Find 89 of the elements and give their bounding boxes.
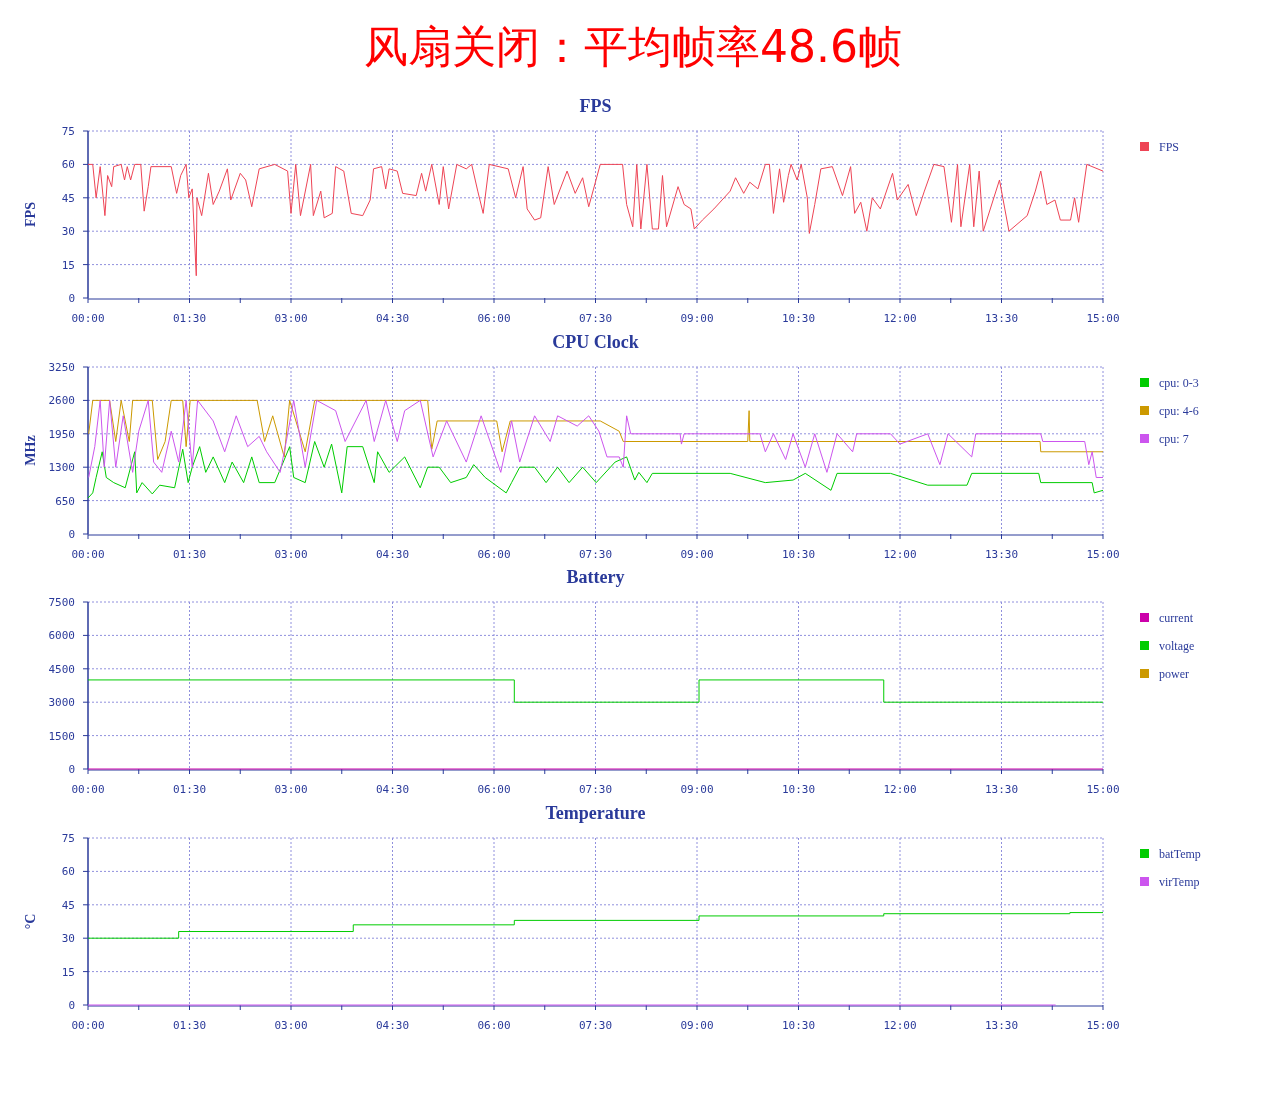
legend-label: current	[1159, 611, 1194, 625]
x-tick-label: 15:00	[1086, 312, 1120, 325]
line-series	[87, 441, 1104, 499]
chart-title: CPU Clock	[552, 332, 639, 352]
y-tick-label: 45	[61, 898, 75, 912]
y-tick-label: 1950	[48, 427, 75, 441]
y-axis-title: °C	[23, 913, 38, 930]
chart-subtitle: FPS	[579, 96, 612, 116]
y-tick-label: 3250	[48, 361, 75, 374]
x-tick-label: 04:30	[375, 312, 410, 325]
x-tick-label: 15:00	[1086, 1019, 1120, 1032]
line-series	[88, 399, 1104, 460]
y-tick-label: 0	[68, 999, 75, 1012]
x-tick-label: 01:30	[172, 548, 207, 561]
chart-title: 风扇关闭：平均帧率48.6帧	[364, 21, 902, 72]
x-tick-label: 10:30	[781, 548, 816, 561]
y-tick-label: 1500	[48, 729, 75, 743]
y-tick-label: 0	[68, 528, 75, 541]
x-tick-label: 12:00	[883, 312, 917, 325]
y-tick-label: 15	[61, 965, 75, 979]
x-tick-label: 04:30	[375, 548, 410, 561]
y-tick-label: 7500	[48, 596, 75, 609]
x-tick-label: 04:30	[375, 783, 410, 796]
x-tick-label: 13:30	[984, 312, 1019, 325]
legend-label: cpu: 4-6	[1159, 404, 1199, 418]
x-tick-label: 00:00	[71, 1019, 105, 1032]
legend-label: FPS	[1159, 140, 1180, 154]
legend-label: cpu: 7	[1159, 432, 1189, 446]
legend-label: power	[1159, 667, 1189, 681]
x-tick-label: 09:00	[680, 1019, 714, 1032]
y-axis-title: MHz	[23, 435, 38, 466]
x-tick-label: 00:00	[71, 312, 105, 325]
line-series	[87, 163, 1104, 277]
x-tick-label: 12:00	[883, 1019, 917, 1032]
x-tick-label: 10:30	[781, 1019, 816, 1032]
x-tick-label: 03:00	[274, 548, 308, 561]
y-tick-label: 4500	[48, 662, 75, 676]
chart-title: Temperature	[545, 803, 646, 823]
x-tick-label: 10:30	[781, 312, 816, 325]
x-tick-label: 00:00	[71, 548, 105, 561]
x-tick-label: 09:00	[680, 312, 714, 325]
x-tick-label: 01:30	[172, 783, 207, 796]
x-tick-label: 10:30	[781, 783, 816, 796]
x-tick-label: 03:00	[274, 783, 308, 796]
legend-label: batTemp	[1159, 847, 1201, 861]
x-tick-label: 07:30	[578, 1019, 613, 1032]
y-tick-label: 3000	[48, 696, 75, 710]
legend-label: voltage	[1159, 639, 1195, 653]
y-tick-label: 60	[61, 865, 75, 879]
y-tick-label: 2600	[48, 394, 75, 408]
y-tick-label: 75	[61, 832, 75, 845]
y-tick-label: 0	[68, 292, 75, 305]
y-tick-label: 30	[61, 225, 75, 239]
x-tick-label: 13:30	[984, 1019, 1019, 1032]
x-tick-label: 03:00	[274, 1019, 308, 1032]
x-tick-label: 00:00	[71, 783, 105, 796]
y-tick-label: 15	[61, 258, 75, 272]
x-tick-label: 04:30	[375, 1019, 410, 1032]
y-axis-title: FPS	[23, 201, 38, 227]
x-tick-label: 09:00	[680, 783, 714, 796]
legend-label: virTemp	[1159, 875, 1200, 889]
y-tick-label: 0	[68, 763, 75, 776]
x-tick-label: 06:00	[477, 783, 511, 796]
y-tick-label: 650	[55, 494, 75, 508]
x-tick-label: 03:00	[274, 312, 308, 325]
x-tick-label: 15:00	[1086, 783, 1120, 796]
x-tick-label: 07:30	[578, 548, 613, 561]
x-tick-label: 01:30	[172, 312, 207, 325]
x-tick-label: 07:30	[578, 783, 613, 796]
x-tick-label: 15:00	[1086, 548, 1120, 561]
y-tick-label: 30	[61, 932, 75, 946]
chart-title: Battery	[566, 567, 625, 587]
y-tick-label: 60	[61, 158, 75, 172]
x-tick-label: 09:00	[680, 548, 714, 561]
y-tick-label: 1300	[48, 461, 75, 475]
x-tick-label: 12:00	[883, 548, 917, 561]
x-tick-label: 06:00	[477, 1019, 511, 1032]
x-tick-label: 06:00	[477, 548, 511, 561]
legend-label: cpu: 0-3	[1159, 376, 1199, 390]
line-series	[88, 399, 1104, 478]
x-tick-label: 12:00	[883, 783, 917, 796]
x-tick-label: 06:00	[477, 312, 511, 325]
x-tick-label: 07:30	[578, 312, 613, 325]
y-tick-label: 6000	[48, 629, 75, 643]
x-tick-label: 01:30	[172, 1019, 207, 1032]
x-tick-label: 13:30	[984, 783, 1019, 796]
y-tick-label: 45	[61, 191, 75, 205]
y-tick-label: 75	[61, 125, 75, 138]
x-tick-label: 13:30	[984, 548, 1019, 561]
